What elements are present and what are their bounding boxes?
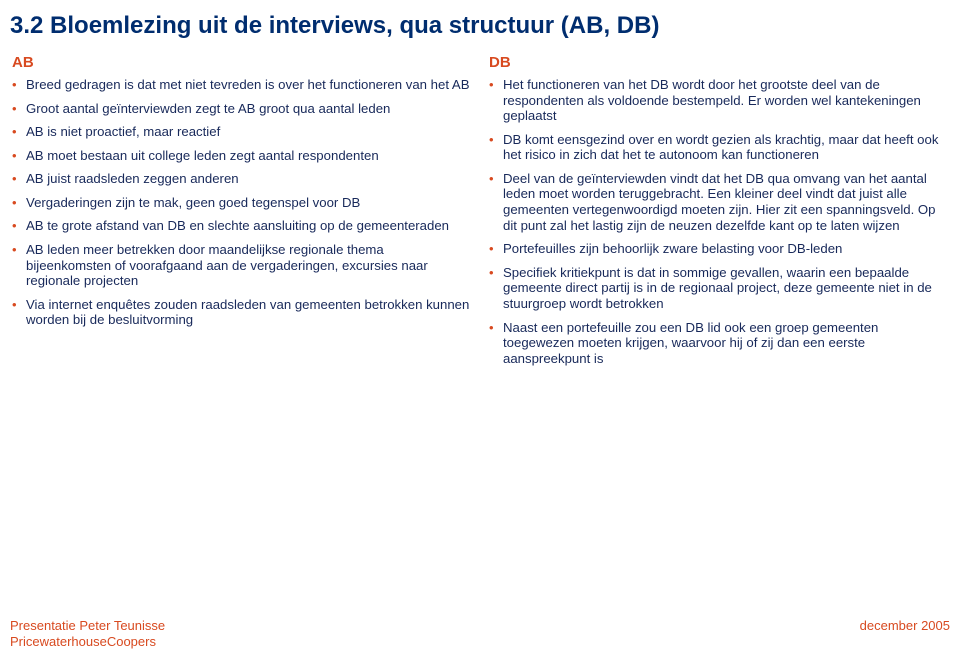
list-item: AB juist raadsleden zeggen anderen (12, 171, 471, 187)
right-bullet-list: Het functioneren van het DB wordt door h… (489, 77, 948, 366)
list-item: AB te grote afstand van DB en slechte aa… (12, 218, 471, 234)
footer-date: december 2005 (860, 618, 950, 651)
slide-title: 3.2 Bloemlezing uit de interviews, qua s… (0, 0, 960, 54)
list-item: AB leden meer betrekken door maandelijks… (12, 242, 471, 289)
list-item: AB moet bestaan uit college leden zegt a… (12, 148, 471, 164)
list-item: Breed gedragen is dat met niet tevreden … (12, 77, 471, 93)
list-item: Specifiek kritiekpunt is dat in sommige … (489, 265, 948, 312)
footer: Presentatie Peter Teunisse Pricewaterhou… (10, 618, 950, 651)
left-bullet-list: Breed gedragen is dat met niet tevreden … (12, 77, 471, 328)
list-item: Groot aantal geïnterviewden zegt te AB g… (12, 101, 471, 117)
two-column-layout: AB Breed gedragen is dat met niet tevred… (0, 54, 960, 374)
list-item: DB komt eensgezind over en wordt gezien … (489, 132, 948, 163)
right-heading: DB (489, 54, 948, 71)
list-item: Deel van de geïnterviewden vindt dat het… (489, 171, 948, 233)
left-heading: AB (12, 54, 471, 71)
list-item: AB is niet proactief, maar reactief (12, 124, 471, 140)
list-item: Vergaderingen zijn te mak, geen goed teg… (12, 195, 471, 211)
list-item: Portefeuilles zijn behoorlijk zware bela… (489, 241, 948, 257)
footer-company: PricewaterhouseCoopers (10, 634, 165, 650)
right-column: DB Het functioneren van het DB wordt doo… (489, 54, 948, 374)
footer-presenter: Presentatie Peter Teunisse (10, 618, 165, 634)
left-column: AB Breed gedragen is dat met niet tevred… (12, 54, 471, 374)
list-item: Via internet enquêtes zouden raadsleden … (12, 297, 471, 328)
list-item: Naast een portefeuille zou een DB lid oo… (489, 320, 948, 367)
list-item: Het functioneren van het DB wordt door h… (489, 77, 948, 124)
footer-left: Presentatie Peter Teunisse Pricewaterhou… (10, 618, 165, 651)
